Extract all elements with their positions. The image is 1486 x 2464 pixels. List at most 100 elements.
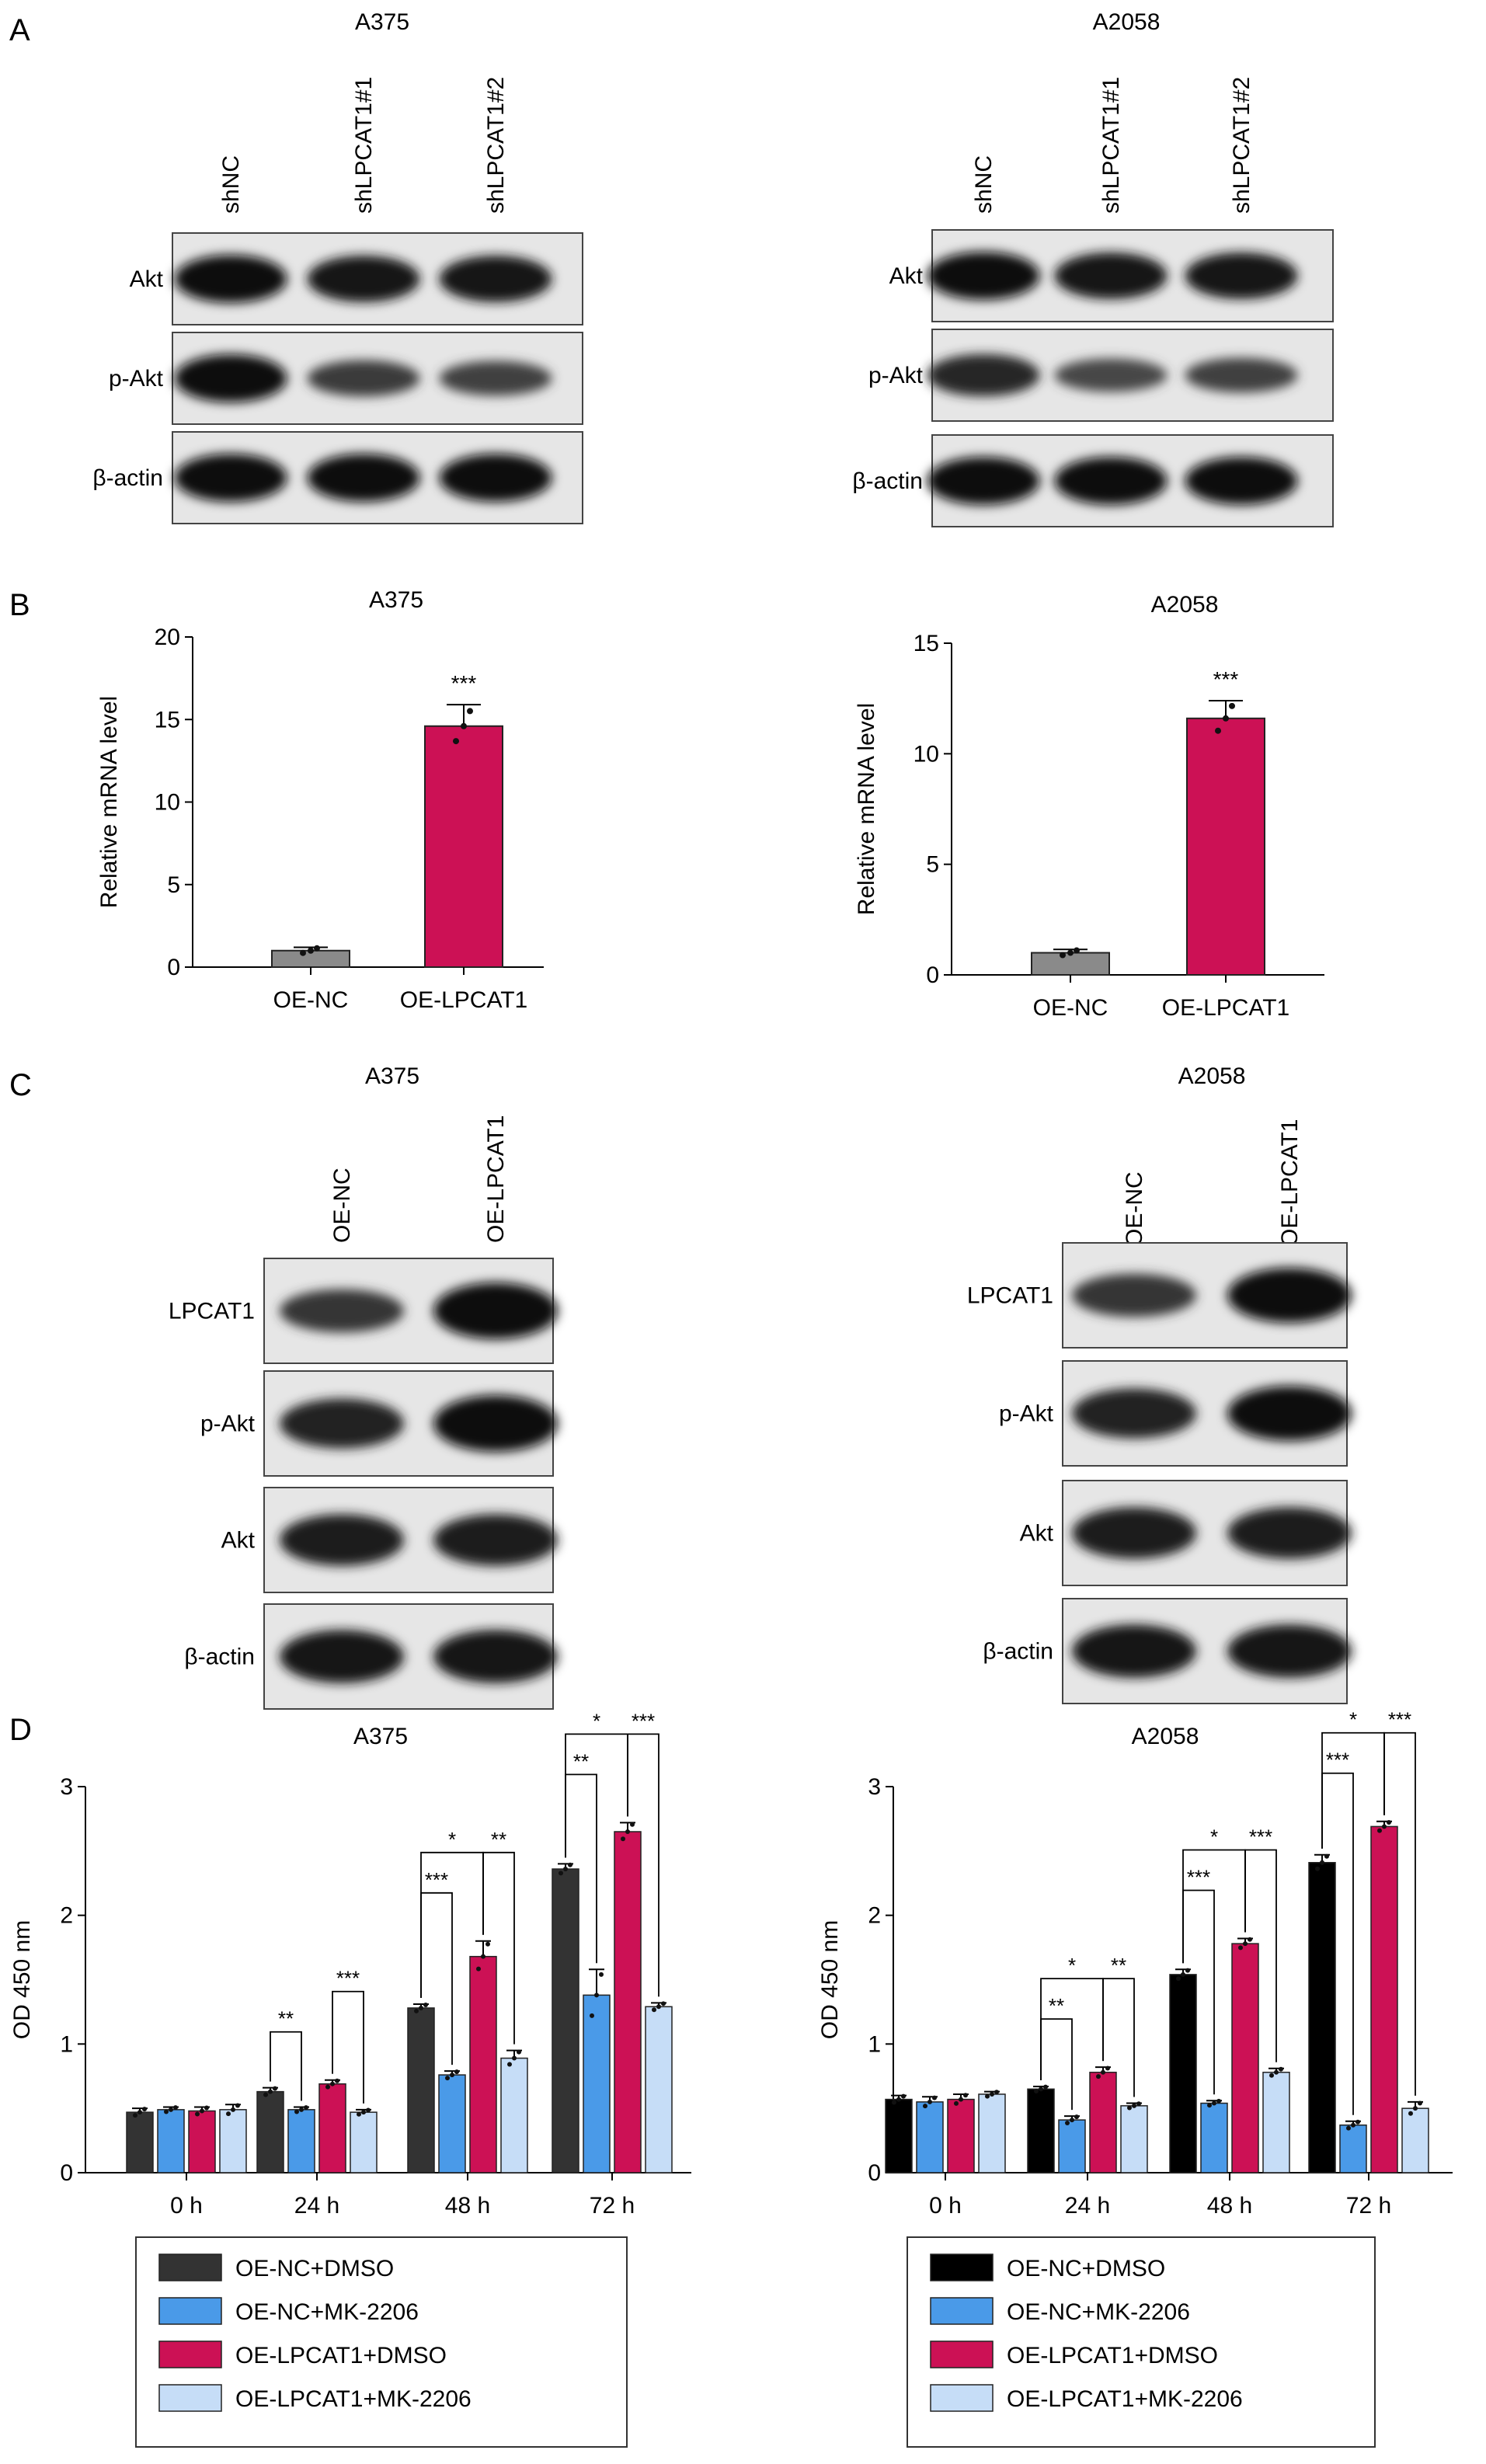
- band-p-akt-lane-2: [1227, 1386, 1352, 1441]
- band-actin-lane-1: [1072, 1624, 1196, 1678]
- data-point: [559, 1871, 563, 1876]
- panel-label-b: B: [9, 588, 30, 622]
- data-point: [1067, 949, 1074, 956]
- data-point: [476, 1966, 481, 1972]
- significance-bracket: [482, 1851, 515, 2045]
- lane-label-shlpcat1-1: shLPCAT1#1: [1098, 77, 1124, 214]
- band-p-akt-lane-3: [1185, 357, 1298, 393]
- significance-bracket: [270, 2031, 302, 2101]
- data-point: [590, 2013, 594, 2018]
- legend-label-oe-nc-dmso: OE-NC+DMSO: [1007, 2256, 1165, 2281]
- data-point: [414, 2008, 419, 2013]
- data-point: [169, 2107, 173, 2112]
- data-point: [1408, 2111, 1413, 2116]
- data-point: [1216, 2098, 1221, 2104]
- band-p-akt-lane-2: [1054, 358, 1168, 392]
- data-point: [1127, 2105, 1132, 2111]
- data-point: [1065, 2121, 1070, 2126]
- data-point: [1101, 2069, 1105, 2075]
- data-point: [226, 2111, 231, 2117]
- x-tick-label-oe-lpcat1: OE-LPCAT1: [1162, 995, 1290, 1021]
- bar-oe-nc-mk-2206-0-h: [916, 2101, 944, 2173]
- row-label-actin: β-actin: [184, 1644, 255, 1670]
- data-point: [661, 2001, 666, 2006]
- y-tick-label: 0: [926, 962, 939, 988]
- band-akt-lane-2: [1054, 252, 1168, 299]
- lane-label-oe-nc: OE-NC: [329, 1168, 355, 1243]
- bar-oe-nc-mk-2206-48-h: [1200, 2102, 1228, 2173]
- row-label-p-akt: p-Akt: [109, 366, 164, 392]
- row-label-actin: β-actin: [92, 465, 163, 491]
- blot-title: A375: [355, 9, 409, 35]
- y-tick-label: 3: [868, 1774, 881, 1800]
- band-lpcat1-lane-1: [280, 1289, 404, 1333]
- band-actin-lane-2: [307, 454, 420, 502]
- data-point: [1320, 1860, 1324, 1865]
- significance-label: ***: [1249, 1825, 1272, 1848]
- band-actin-lane-1: [280, 1630, 404, 1683]
- significance-label: ***: [336, 1967, 360, 1990]
- band-p-akt-lane-2: [433, 1395, 558, 1452]
- data-point: [485, 1941, 490, 1947]
- band-actin-lane-1: [927, 457, 1040, 505]
- band-akt-lane-1: [927, 252, 1040, 300]
- y-tick-label: 20: [155, 625, 180, 650]
- data-point: [299, 2107, 304, 2112]
- lane-label-oe-lpcat1: OE-LPCAT1: [1277, 1119, 1303, 1248]
- data-point: [594, 1992, 599, 1998]
- row-label-lpcat1: LPCAT1: [169, 1299, 255, 1324]
- bar-oe-lpcat1-mk-2206-72-h: [1401, 2107, 1429, 2173]
- x-tick-label-48-h: 48 h: [1207, 2193, 1252, 2219]
- band-p-akt-lane-1: [927, 353, 1040, 397]
- legend-label-oe-lpcat1-dmso: OE-LPCAT1+DMSO: [235, 2343, 447, 2368]
- data-point: [630, 1822, 635, 1827]
- bar-oe-lpcat1: [1186, 717, 1265, 976]
- data-point: [231, 2107, 235, 2112]
- data-point: [625, 1829, 630, 1834]
- data-point: [563, 1867, 568, 1872]
- band-p-akt-lane-1: [174, 354, 287, 402]
- data-point: [294, 2109, 299, 2114]
- data-point: [1229, 702, 1235, 709]
- data-point: [133, 2113, 137, 2118]
- band-lpcat1-lane-2: [1227, 1268, 1352, 1323]
- x-tick-label-72-h: 72 h: [590, 2193, 635, 2219]
- x-tick-label-oe-nc: OE-NC: [1033, 995, 1108, 1021]
- data-point: [467, 708, 473, 715]
- significance-label: ***: [1388, 1708, 1411, 1731]
- bar-oe-lpcat1-mk-2206-24-h: [350, 2111, 378, 2173]
- western-blot-a375-overexpression: A375 OE-NC OE-LPCAT1 LPCAT1 p-Akt Akt β-actin: [169, 1063, 558, 1710]
- row-label-akt: Akt: [221, 1528, 256, 1554]
- legend-label-oe-nc-mk-2206: OE-NC+MK-2206: [1007, 2299, 1190, 2325]
- row-label-p-akt: p-Akt: [868, 363, 924, 388]
- data-point: [173, 2105, 178, 2111]
- data-point: [1346, 2125, 1351, 2131]
- y-axis-label: OD 450 nm: [817, 1920, 843, 2039]
- mrna-bar-chart-a2058: A2058 0 5 10 15 Relative mRNA level OE-NC OE-LP…: [854, 592, 1324, 1021]
- legend-label-oe-lpcat1-mk-2206: OE-LPCAT1+MK-2206: [1007, 2386, 1243, 2412]
- data-point: [1269, 2072, 1274, 2078]
- data-point: [1238, 1945, 1243, 1951]
- y-tick-label: 1: [868, 2031, 881, 2057]
- bar-oe-nc-dmso-72-h: [1308, 1861, 1336, 2173]
- y-tick-label: 10: [914, 741, 939, 767]
- data-point: [1185, 1968, 1190, 1973]
- data-point: [1248, 1937, 1252, 1942]
- data-point: [1355, 2119, 1360, 2125]
- y-tick-label: 1: [60, 2031, 73, 2057]
- data-point: [990, 2091, 994, 2097]
- significance-label: **: [1049, 1994, 1064, 2017]
- lane-label-shlpcat1-2: shLPCAT1#2: [1229, 77, 1255, 214]
- data-point: [1074, 947, 1080, 954]
- bar-oe-lpcat1-mk-2206-72-h: [645, 2006, 673, 2173]
- data-point: [361, 2110, 366, 2115]
- band-actin-lane-2: [1054, 457, 1168, 505]
- band-p-akt-lane-1: [280, 1398, 404, 1449]
- row-label-lpcat1: LPCAT1: [967, 1283, 1053, 1309]
- y-tick-label: 2: [60, 1903, 73, 1929]
- bar-oe-nc-mk-2206-72-h: [1339, 2124, 1367, 2173]
- bar-oe-lpcat1-dmso-24-h: [318, 2083, 346, 2173]
- y-tick-label: 15: [914, 631, 939, 656]
